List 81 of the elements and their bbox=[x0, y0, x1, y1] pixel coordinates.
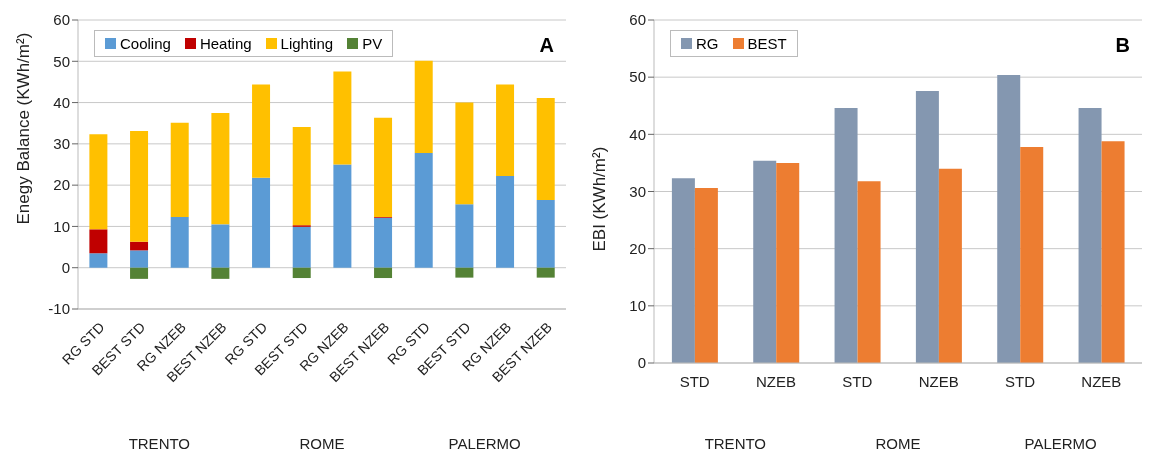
y-tick-label: 10 bbox=[629, 297, 646, 315]
legend-label: Lighting bbox=[279, 35, 334, 52]
y-tick-label: 30 bbox=[53, 135, 70, 153]
bar bbox=[834, 108, 858, 363]
y-axis-title: Enegy Balance (KWh/m²) bbox=[14, 32, 34, 225]
bar bbox=[857, 181, 881, 363]
y-tick-label: 10 bbox=[53, 217, 70, 235]
text: ROME bbox=[875, 435, 921, 452]
x-tick-label: NZEB bbox=[1081, 373, 1122, 390]
bar bbox=[170, 216, 189, 268]
bar bbox=[211, 112, 230, 225]
bar bbox=[374, 117, 393, 217]
text: PALERMO bbox=[1024, 435, 1097, 452]
bar bbox=[694, 188, 718, 363]
bar bbox=[753, 160, 777, 363]
bar bbox=[170, 122, 189, 217]
bar bbox=[374, 267, 393, 279]
bar bbox=[536, 267, 555, 278]
bar bbox=[211, 267, 230, 279]
x-tick-label: NZEB bbox=[918, 373, 959, 390]
y-tick-label: -10 bbox=[48, 300, 70, 318]
bar bbox=[1020, 146, 1044, 363]
bar bbox=[292, 226, 311, 268]
y-tick-label: 0 bbox=[637, 354, 646, 372]
bar bbox=[455, 102, 474, 205]
y-tick-label: 50 bbox=[629, 68, 646, 86]
x-tick-label: NZEB bbox=[755, 373, 797, 390]
bar bbox=[89, 134, 108, 230]
bar bbox=[938, 168, 962, 363]
y-tick-label: 40 bbox=[629, 125, 646, 143]
bar bbox=[455, 267, 474, 278]
text: ROME bbox=[299, 435, 345, 452]
text: TRENTO bbox=[704, 435, 767, 452]
bar bbox=[997, 74, 1021, 363]
text: A bbox=[539, 34, 554, 57]
bar bbox=[333, 71, 352, 165]
bar bbox=[915, 90, 939, 363]
y-tick-label: 20 bbox=[53, 176, 70, 194]
x-tick-label: STD bbox=[1005, 373, 1036, 390]
x-tick-label: STD bbox=[842, 373, 873, 390]
y-tick-label: 40 bbox=[53, 93, 70, 111]
x-tick-label: STD bbox=[679, 373, 710, 390]
y-tick-label: 0 bbox=[61, 259, 70, 277]
bar bbox=[536, 98, 555, 201]
bar bbox=[252, 177, 271, 268]
bar bbox=[671, 178, 695, 363]
bar bbox=[252, 84, 271, 178]
text: PALERMO bbox=[448, 435, 521, 452]
legend-label: Heating bbox=[198, 35, 252, 52]
legend-label: RG bbox=[695, 35, 719, 52]
bar bbox=[130, 241, 149, 251]
legend-label: PV bbox=[361, 35, 383, 52]
bar bbox=[333, 164, 352, 268]
bar bbox=[414, 152, 433, 268]
bar bbox=[496, 84, 515, 177]
bar bbox=[130, 250, 149, 268]
y-axis-title: EBI (KWh/m²) bbox=[590, 146, 610, 252]
bar bbox=[374, 217, 393, 268]
y-tick-label: 20 bbox=[629, 239, 646, 257]
bar bbox=[455, 204, 474, 268]
legend-label: Cooling bbox=[119, 35, 171, 52]
text: B bbox=[1115, 34, 1130, 57]
y-tick-label: 30 bbox=[629, 182, 646, 200]
bar bbox=[292, 126, 311, 226]
text: TRENTO bbox=[128, 435, 191, 452]
bar bbox=[1101, 141, 1125, 363]
bar bbox=[130, 131, 149, 242]
bar bbox=[89, 229, 108, 254]
bar bbox=[536, 200, 555, 268]
bar bbox=[1078, 108, 1102, 363]
y-tick-label: 60 bbox=[53, 11, 70, 29]
bar bbox=[211, 224, 230, 268]
bar bbox=[292, 267, 311, 279]
y-tick-label: 60 bbox=[629, 11, 646, 29]
bar bbox=[130, 267, 149, 279]
y-tick-label: 50 bbox=[53, 52, 70, 70]
bar bbox=[89, 253, 108, 268]
bar bbox=[776, 162, 800, 363]
bar bbox=[414, 60, 433, 153]
legend-label: BEST bbox=[746, 35, 787, 52]
bar bbox=[496, 176, 515, 268]
